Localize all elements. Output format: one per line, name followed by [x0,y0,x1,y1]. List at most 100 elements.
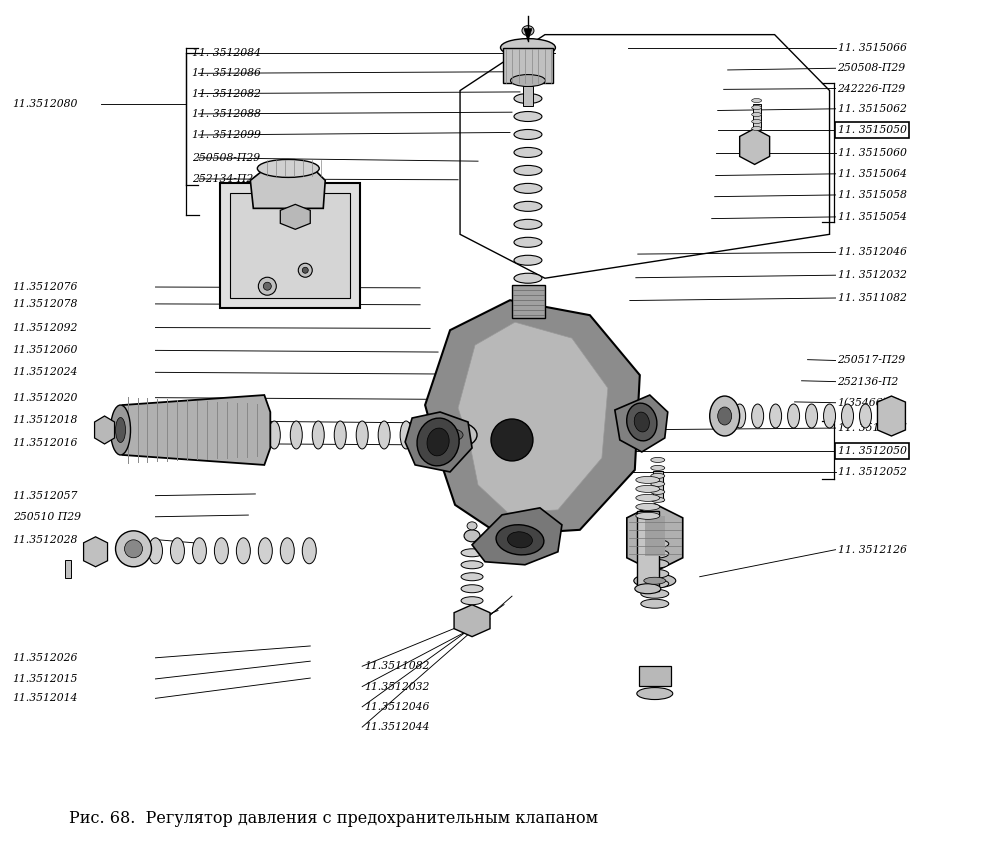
Ellipse shape [641,539,669,548]
Ellipse shape [427,421,477,449]
Ellipse shape [214,538,228,563]
Polygon shape [472,508,562,565]
Text: 250508-П29: 250508-П29 [192,153,261,162]
Bar [653,471,663,501]
Polygon shape [458,322,608,513]
Text: 11. 3512056: 11. 3512056 [838,423,906,433]
Ellipse shape [514,94,542,103]
Ellipse shape [636,503,660,510]
Bar [637,511,659,591]
Ellipse shape [467,522,477,530]
Ellipse shape [514,219,542,229]
Ellipse shape [636,486,660,492]
Bar [639,666,671,685]
Ellipse shape [500,39,555,57]
Ellipse shape [651,465,665,470]
Ellipse shape [461,573,483,580]
Text: 11. 3515062: 11. 3515062 [838,104,906,114]
Text: 11.3512046: 11.3512046 [364,702,430,711]
Bar [65,560,71,578]
Ellipse shape [427,428,449,456]
Ellipse shape [718,407,732,425]
Text: 11. 3512052: 11. 3512052 [838,467,906,477]
Polygon shape [615,395,668,452]
Ellipse shape [312,421,324,449]
Text: 11. 3512086: 11. 3512086 [192,69,261,79]
Text: 11. 3515060: 11. 3515060 [838,148,906,157]
Text: 11.3512078: 11.3512078 [13,299,78,309]
Ellipse shape [806,404,818,428]
Ellipse shape [422,421,434,449]
Ellipse shape [770,404,782,428]
Text: 11. 3515058: 11. 3515058 [838,190,906,200]
Text: 11.3512018: 11.3512018 [13,415,78,426]
Ellipse shape [641,589,669,598]
Text: 11.3512032: 11.3512032 [364,682,430,691]
Ellipse shape [116,530,151,567]
Ellipse shape [127,538,140,563]
Text: 11. 3515064: 11. 3515064 [838,169,906,179]
Ellipse shape [860,404,871,428]
Polygon shape [405,412,472,472]
Ellipse shape [263,283,271,290]
Ellipse shape [441,429,463,441]
Ellipse shape [461,596,483,605]
Ellipse shape [258,277,276,295]
Text: 11. 3511082: 11. 3511082 [838,293,906,303]
Text: Рис. 68.  Регулятор давления с предохранительным клапаном: Рис. 68. Регулятор давления с предохрани… [69,810,598,827]
Text: 11.3512014: 11.3512014 [13,694,78,703]
Ellipse shape [752,119,762,124]
Polygon shape [250,168,325,208]
Ellipse shape [302,267,308,273]
Polygon shape [230,194,350,298]
Ellipse shape [514,112,542,122]
Ellipse shape [634,412,649,432]
Ellipse shape [378,421,390,449]
Ellipse shape [641,569,669,579]
Ellipse shape [302,538,316,563]
Text: 11.3512060: 11.3512060 [13,345,78,355]
Polygon shape [524,29,532,41]
Text: 1(35466)21: 1(35466)21 [838,398,901,408]
Polygon shape [512,285,545,318]
Text: 11. 3512088: 11. 3512088 [192,109,261,119]
Polygon shape [877,396,905,436]
Ellipse shape [514,129,542,140]
Ellipse shape [734,404,746,428]
Text: 11.3512057: 11.3512057 [13,491,78,501]
Ellipse shape [268,421,280,449]
Ellipse shape [651,481,665,486]
Ellipse shape [491,419,533,461]
Ellipse shape [461,585,483,593]
Text: 252136-П2: 252136-П2 [838,376,899,387]
Ellipse shape [752,404,764,428]
Ellipse shape [651,497,665,503]
Text: 11. 3512084: 11. 3512084 [192,48,261,58]
Text: 11.3512028: 11.3512028 [13,535,78,545]
Ellipse shape [752,106,762,109]
Polygon shape [627,504,683,572]
Text: 11.3512016: 11.3512016 [13,438,78,448]
Text: 11. 3512126: 11. 3512126 [838,545,906,555]
Ellipse shape [496,525,544,555]
Text: 11.3512092: 11.3512092 [13,322,78,332]
Ellipse shape [514,273,542,283]
Bar [523,85,533,106]
Ellipse shape [400,421,412,449]
Ellipse shape [334,421,346,449]
Ellipse shape [627,404,657,441]
Ellipse shape [636,513,660,519]
Ellipse shape [257,159,319,178]
Ellipse shape [635,584,661,594]
Text: 11. 3512082: 11. 3512082 [192,89,261,99]
Ellipse shape [111,405,131,455]
Ellipse shape [258,538,272,563]
Bar [645,516,665,556]
Ellipse shape [842,404,854,428]
Ellipse shape [514,75,542,85]
Polygon shape [84,537,108,567]
Ellipse shape [464,530,480,541]
Ellipse shape [634,574,676,588]
Ellipse shape [644,577,666,585]
Ellipse shape [651,489,665,494]
